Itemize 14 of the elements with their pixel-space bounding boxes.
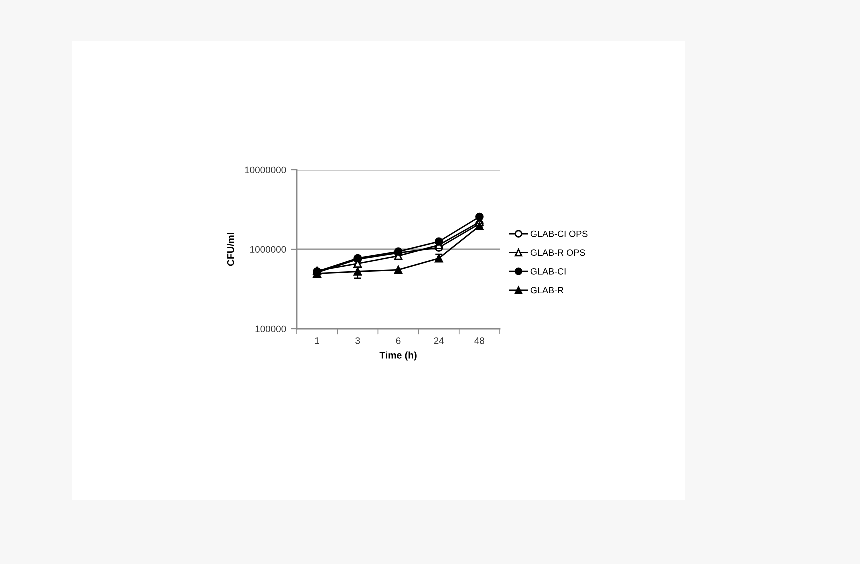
legend-label: GLAB-R OPS (530, 250, 586, 256)
legend-label: GLAB-CI (530, 268, 566, 275)
x-axis-title: Time (h) (380, 352, 417, 361)
y-tick-label: 100000 (256, 326, 286, 333)
x-tick-label: 6 (396, 338, 401, 344)
legend-label: GLAB-CI OPS (530, 230, 588, 238)
x-tick-label: 24 (434, 338, 444, 344)
y-axis-title: CFU/ml (227, 233, 234, 266)
x-tick-label: 3 (356, 338, 360, 344)
x-tick-label: 48 (474, 338, 485, 344)
legend-label: GLAB-R (530, 287, 564, 294)
y-tick-label: 10000000 (245, 166, 286, 174)
x-tick-label: 1 (315, 338, 320, 344)
y-tick-label: 1000000 (250, 246, 286, 254)
